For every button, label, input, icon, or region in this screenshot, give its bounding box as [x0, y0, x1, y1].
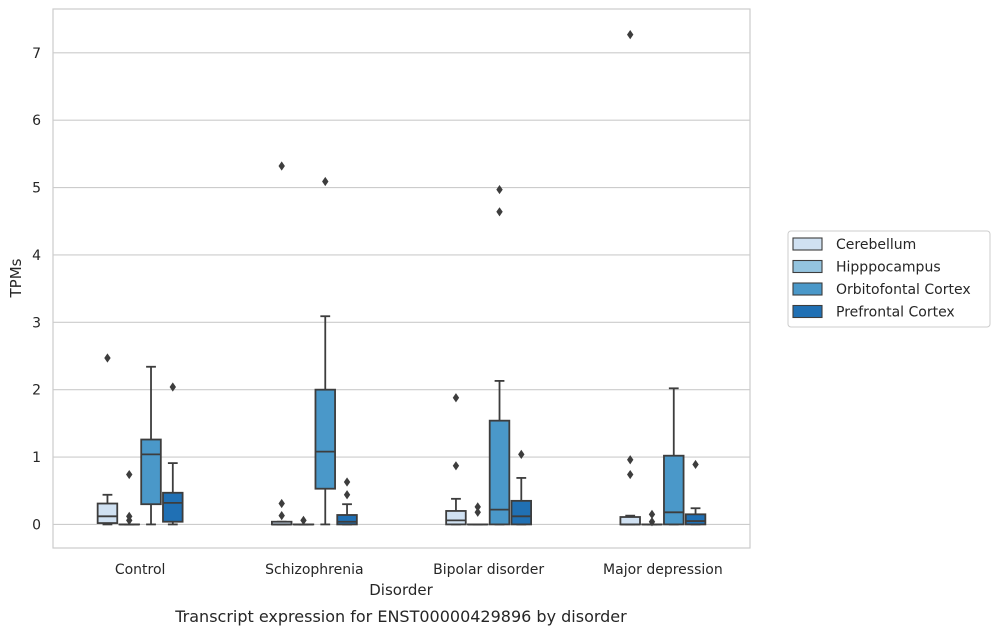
- outlier-point: [474, 507, 481, 517]
- x-tick-label: Bipolar disorder: [433, 562, 544, 578]
- box-series: [96, 30, 707, 527]
- outlier-point: [496, 207, 503, 217]
- y-tick-label: 3: [32, 315, 41, 331]
- box: [118, 469, 140, 526]
- box: [292, 515, 315, 526]
- legend-swatch: [792, 282, 823, 296]
- outlier-point: [278, 511, 285, 521]
- y-tick-label: 5: [32, 181, 41, 197]
- outlier-point: [343, 477, 351, 487]
- x-tick-label: Control: [115, 562, 166, 578]
- legend-label: Hipppocampus: [836, 260, 941, 276]
- outlier-point: [627, 455, 634, 465]
- plot-area: [53, 9, 750, 548]
- box: [663, 387, 685, 526]
- box: [684, 459, 707, 526]
- outlier-point: [322, 176, 329, 187]
- legend-label: Cerebellum: [836, 237, 916, 253]
- box-iqr: [314, 388, 336, 490]
- legend-swatch: [792, 237, 823, 251]
- box: [445, 393, 467, 526]
- y-tick-label: 6: [32, 113, 41, 129]
- outlier-point: [648, 517, 656, 527]
- x-axis-ticks: Control Schizophrenia Bipolar disorder Majo…: [115, 562, 723, 578]
- legend-swatch: [792, 259, 823, 274]
- box: [336, 477, 358, 526]
- box-iqr: [140, 438, 162, 506]
- outlier-point: [104, 353, 111, 363]
- outlier-point: [474, 502, 481, 512]
- box-iqr: [510, 499, 532, 526]
- box: [271, 161, 293, 526]
- legend-label: Orbitofontal Cortex: [836, 282, 971, 298]
- legend-label: Prefrontal Cortex: [836, 305, 955, 321]
- box: [619, 30, 641, 526]
- legend-swatch: [792, 304, 823, 319]
- plot-frame: [52, 8, 751, 549]
- box-iqr: [445, 510, 467, 526]
- outlier-point: [169, 382, 176, 392]
- y-tick-label: 2: [32, 383, 41, 399]
- legend-frame: [787, 230, 991, 328]
- outlier-point: [692, 459, 699, 470]
- outlier-point: [452, 461, 460, 471]
- x-tick-label: Major depression: [603, 562, 723, 578]
- x-axis-label: Disorder: [369, 581, 433, 599]
- box-iqr: [162, 491, 184, 523]
- box-iqr: [663, 454, 685, 526]
- outlier-point: [627, 30, 634, 40]
- box: [140, 365, 162, 526]
- box-iqr: [96, 502, 119, 524]
- outlier-point: [126, 511, 133, 521]
- outlier-point: [300, 515, 307, 525]
- y-tick-label: 4: [32, 248, 41, 264]
- box-iqr: [684, 513, 707, 526]
- box-iqr: [336, 514, 358, 526]
- x-tick-label: Schizophrenia: [265, 562, 363, 578]
- box-iqr: [619, 516, 641, 526]
- outlier-point: [452, 393, 460, 403]
- outlier-point: [278, 498, 285, 509]
- outlier-point: [518, 449, 525, 459]
- box: [641, 509, 663, 527]
- outlier-point: [343, 490, 351, 500]
- y-tick-label: 1: [32, 450, 41, 466]
- box: [96, 353, 119, 526]
- y-tick-label: 7: [32, 46, 41, 62]
- box: [510, 449, 532, 526]
- box: [314, 176, 336, 526]
- box: [467, 502, 489, 526]
- box: [488, 184, 511, 526]
- outlier-point: [648, 509, 656, 519]
- legend: Cerebellum Hipppocampus Orbitofontal Corte…: [787, 230, 991, 328]
- outlier-point: [627, 469, 634, 480]
- y-axis-label: TPMs: [7, 258, 25, 298]
- chart-caption: Transcript expression for ENST0000042989…: [174, 607, 627, 626]
- y-axis-ticks: 0 1 2 3 4 5 6 7: [32, 46, 41, 534]
- box: [162, 382, 184, 526]
- outlier-point: [126, 469, 133, 480]
- y-tick-label: 0: [32, 517, 41, 533]
- outlier-point: [278, 161, 285, 171]
- box-iqr: [488, 419, 511, 526]
- outlier-point: [496, 184, 503, 195]
